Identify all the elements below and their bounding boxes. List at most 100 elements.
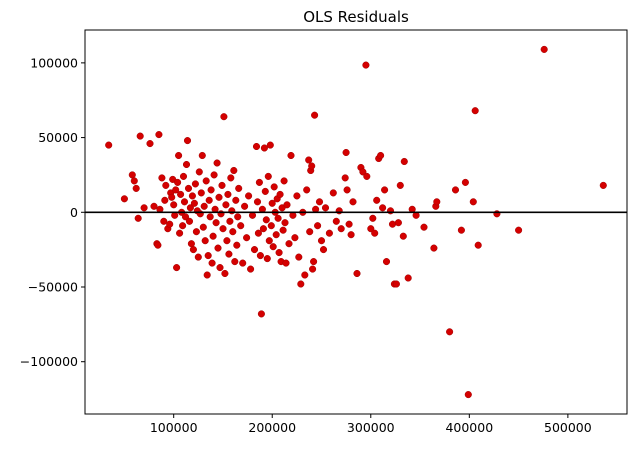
data-point	[321, 204, 330, 212]
data-point	[223, 237, 231, 245]
data-point	[295, 253, 303, 261]
data-point	[353, 269, 361, 278]
data-point	[194, 253, 202, 261]
data-point	[166, 220, 174, 228]
y-tick-label: −50000	[28, 279, 78, 294]
data-point	[203, 271, 211, 279]
data-point	[256, 252, 264, 260]
data-point	[257, 310, 265, 318]
x-tick-label: 100000	[150, 420, 198, 435]
data-point	[266, 141, 274, 149]
data-point	[396, 181, 404, 189]
data-point	[172, 186, 180, 194]
data-point	[224, 190, 232, 198]
data-point	[310, 258, 318, 266]
data-point	[225, 250, 233, 258]
data-point	[262, 216, 270, 224]
data-point	[185, 217, 194, 225]
data-point	[173, 264, 181, 272]
data-point	[287, 151, 295, 160]
y-tick-label: 100000	[30, 55, 78, 70]
data-point	[311, 111, 319, 119]
data-point	[105, 141, 113, 149]
data-point	[212, 219, 220, 227]
data-point	[394, 219, 402, 227]
data-point	[213, 159, 221, 167]
data-point	[204, 252, 212, 260]
data-point	[234, 213, 242, 221]
data-point	[363, 172, 371, 180]
y-axis: −100000 −50000 0 50000 100000	[20, 55, 85, 369]
data-point	[297, 280, 305, 288]
data-point	[155, 131, 163, 139]
data-point	[189, 246, 197, 254]
data-point	[187, 240, 195, 248]
data-point	[276, 190, 284, 198]
data-point	[181, 213, 190, 221]
data-point	[265, 237, 273, 245]
data-point	[264, 172, 272, 180]
data-point	[404, 274, 412, 282]
data-point	[220, 113, 228, 121]
data-point	[160, 217, 168, 225]
data-point	[205, 196, 213, 204]
data-point	[332, 217, 340, 225]
data-point	[309, 265, 317, 273]
x-tick-label: 200000	[248, 420, 296, 435]
data-point	[221, 269, 229, 278]
data-point	[471, 107, 479, 115]
data-point	[247, 265, 255, 273]
data-point	[474, 241, 482, 249]
data-point	[186, 204, 194, 212]
data-point	[451, 186, 460, 194]
data-point	[232, 196, 240, 204]
data-point	[227, 174, 235, 182]
chart-title: OLS Residuals	[303, 8, 409, 26]
data-point	[267, 222, 275, 230]
data-point	[130, 177, 138, 185]
data-point	[158, 174, 166, 182]
data-point	[191, 180, 199, 188]
data-point	[369, 214, 377, 222]
data-point	[231, 258, 239, 266]
data-point	[202, 177, 210, 185]
data-point	[420, 223, 428, 231]
data-point	[200, 202, 208, 210]
data-point	[150, 202, 158, 210]
x-tick-label: 500000	[544, 420, 592, 435]
data-point	[461, 178, 469, 186]
data-point	[132, 184, 140, 192]
data-point	[154, 241, 162, 249]
y-tick-label: −100000	[20, 354, 78, 369]
data-point	[226, 217, 234, 225]
scatter-points	[105, 45, 607, 399]
data-point	[342, 148, 350, 157]
data-point	[382, 258, 391, 266]
data-point	[386, 207, 395, 215]
data-point	[134, 214, 142, 222]
data-point	[184, 184, 193, 192]
data-point	[274, 214, 282, 222]
data-point	[291, 234, 299, 242]
data-point	[457, 226, 465, 234]
data-point	[261, 187, 269, 195]
data-point	[192, 228, 200, 236]
data-point	[195, 168, 203, 176]
data-point	[379, 204, 387, 212]
data-point	[201, 237, 209, 245]
data-point	[199, 223, 207, 231]
data-point	[179, 222, 187, 230]
data-point	[446, 328, 454, 336]
data-point	[241, 202, 249, 210]
data-point	[219, 225, 227, 233]
data-point	[272, 231, 280, 239]
data-point	[252, 142, 261, 151]
data-point	[303, 186, 311, 194]
data-point	[136, 132, 144, 140]
data-point	[343, 186, 351, 194]
data-point	[399, 232, 407, 240]
data-point	[210, 171, 218, 179]
data-point	[146, 140, 154, 148]
data-point	[319, 246, 328, 254]
data-point	[230, 166, 238, 175]
